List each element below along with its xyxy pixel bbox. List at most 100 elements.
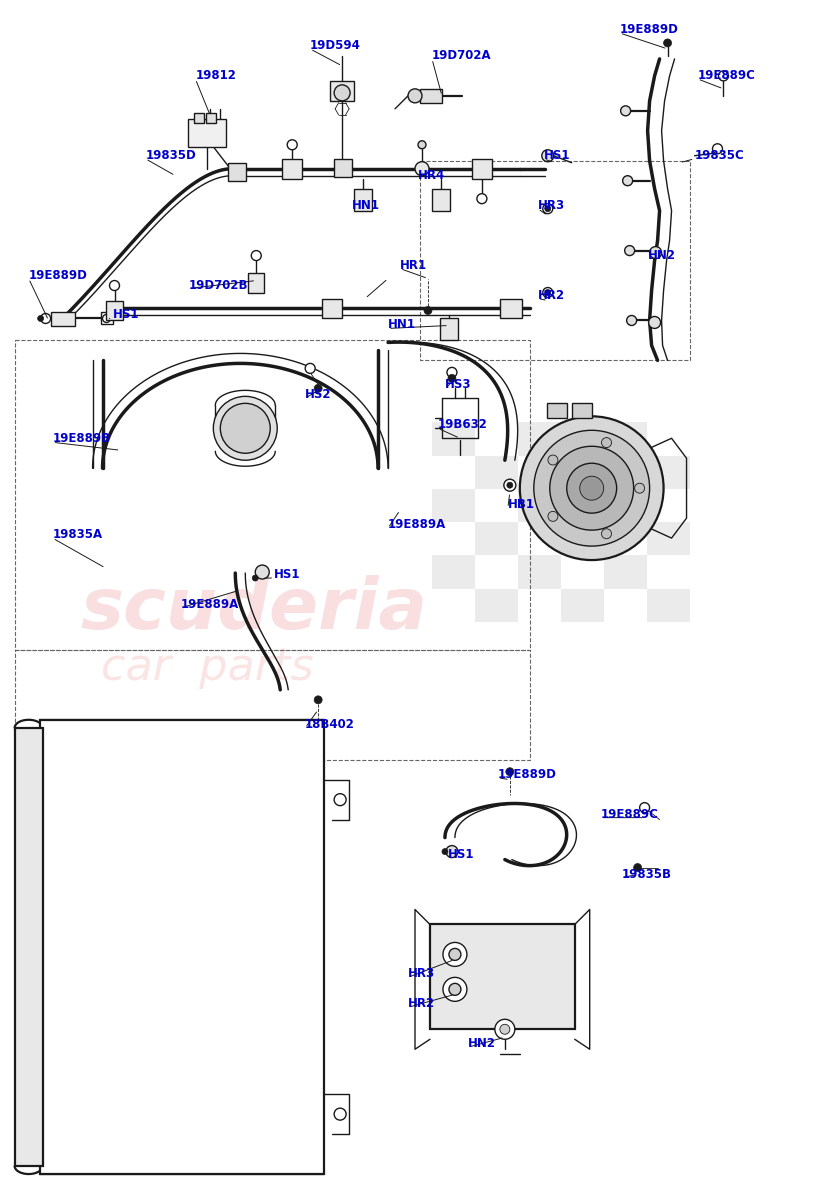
Circle shape [251,251,261,260]
Bar [50,312,74,326]
Circle shape [566,463,616,514]
Bar [40,720,323,1174]
Text: HS1: HS1 [274,568,300,581]
Circle shape [252,575,258,581]
Circle shape [103,314,110,323]
Circle shape [712,144,722,154]
Circle shape [313,696,322,704]
Circle shape [543,288,552,298]
Text: 19E889D: 19E889D [29,269,88,282]
Circle shape [334,793,346,805]
Circle shape [600,529,611,539]
Circle shape [624,246,633,256]
Text: 19812: 19812 [195,68,236,82]
Circle shape [600,438,611,448]
Text: 19835B: 19835B [621,868,671,881]
Bar [432,488,475,522]
Circle shape [547,511,557,521]
Bar [646,589,689,622]
Text: HR2: HR2 [408,997,435,1010]
Circle shape [287,139,297,150]
Text: HN1: HN1 [388,318,415,331]
Text: 19E889A: 19E889A [180,598,238,611]
Circle shape [506,482,512,488]
Circle shape [414,162,428,175]
Circle shape [109,281,119,290]
Text: 19E889A: 19E889A [388,518,446,532]
Circle shape [519,416,662,560]
Text: scuderia: scuderia [80,576,428,644]
Bar [100,312,112,324]
Bar [475,589,517,622]
Text: 19E889D: 19E889D [497,768,556,781]
Circle shape [547,455,557,466]
Circle shape [544,205,550,211]
Bar [603,488,646,522]
Text: 19835D: 19835D [146,149,196,162]
Circle shape [505,768,514,775]
Text: HN2: HN2 [467,1037,495,1050]
Bar [322,299,342,318]
Bar [546,403,566,419]
Circle shape [442,977,466,1001]
Bar [439,318,457,341]
Circle shape [447,367,457,377]
Bar [419,89,442,103]
Bar [471,158,491,179]
Circle shape [476,193,486,204]
Circle shape [448,948,461,960]
Bar [560,456,603,488]
Text: car  parts: car parts [100,647,313,689]
Text: HS2: HS2 [305,389,332,401]
Circle shape [543,204,552,214]
Circle shape [423,306,432,314]
Bar [517,422,560,456]
Circle shape [626,316,636,325]
Circle shape [633,864,641,871]
Circle shape [313,384,322,392]
Circle shape [213,396,277,461]
Bar [560,522,603,556]
Bar [571,403,591,419]
Bar [603,556,646,589]
Circle shape [549,446,633,530]
Text: HS1: HS1 [543,149,570,162]
Circle shape [633,484,644,493]
Text: 19D702A: 19D702A [432,49,491,62]
Text: 19E889B: 19E889B [53,432,111,445]
Circle shape [41,313,50,324]
Bar [432,422,475,456]
Bar [334,158,351,176]
Circle shape [649,246,661,258]
Circle shape [638,803,649,812]
Circle shape [620,106,630,116]
Bar [603,422,646,456]
Bar [646,522,689,556]
Circle shape [442,848,447,854]
Text: 19D594: 19D594 [310,38,361,52]
Text: 19E889D: 19E889D [619,23,677,36]
Bar [282,158,302,179]
Bar [330,80,354,101]
Circle shape [662,38,671,47]
Circle shape [334,85,350,101]
Bar [432,556,475,589]
Bar [646,456,689,488]
Bar [432,188,449,211]
Bar [194,113,204,122]
Circle shape [622,175,632,186]
Bar [354,188,371,211]
Circle shape [418,140,425,149]
Circle shape [541,150,553,162]
Text: 19E889C: 19E889C [600,808,657,821]
Circle shape [504,479,515,491]
Text: 19B632: 19B632 [437,419,487,431]
Circle shape [446,846,457,858]
Bar [15,727,42,1166]
Circle shape [447,374,456,383]
Circle shape [533,431,649,546]
Text: HR3: HR3 [408,967,435,980]
Bar [248,272,264,293]
Text: HR4: HR4 [418,169,445,181]
Bar [475,522,517,556]
